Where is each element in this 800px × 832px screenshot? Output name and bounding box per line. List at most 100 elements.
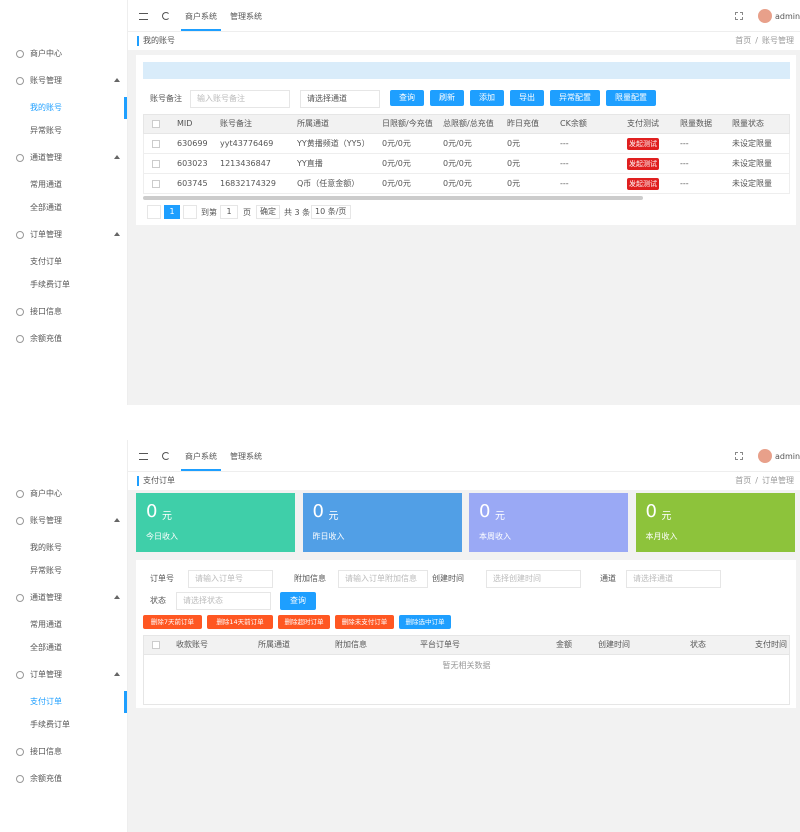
page-prev <box>147 205 161 219</box>
table-empty-row <box>143 655 790 705</box>
menu-item[interactable]: 商户中心 <box>30 489 62 498</box>
menu-item[interactable]: 订单管理 <box>30 230 62 239</box>
submenu-item[interactable]: 常用通道 <box>30 180 62 189</box>
checkbox[interactable] <box>152 140 160 148</box>
page-title: 我的账号 <box>143 36 175 45</box>
cell: 1213436847 <box>220 159 271 168</box>
submenu-item[interactable]: 手续费订单 <box>30 720 70 729</box>
page-input[interactable]: 1 <box>220 205 238 219</box>
menu-item[interactable]: 账号管理 <box>30 516 62 525</box>
cell: 所属通道 <box>297 119 329 128</box>
cell: YY直播 <box>297 159 323 168</box>
user-name[interactable]: admin <box>775 12 800 21</box>
stat-label: 今日收入 <box>146 532 178 541</box>
action-button[interactable]: 异常配置 <box>550 90 600 106</box>
page-size[interactable]: 10 条/页 <box>311 205 351 219</box>
menu-item[interactable]: 商户中心 <box>30 49 62 58</box>
top-tab[interactable]: 商户系统 <box>185 452 217 461</box>
menu-item[interactable]: 订单管理 <box>30 670 62 679</box>
menu-icon <box>16 594 24 602</box>
action-button[interactable]: 限量配置 <box>606 90 656 106</box>
filter-input: 输入账号备注 <box>190 90 290 108</box>
filter-input[interactable]: 请输入订单附加信息 <box>338 570 428 588</box>
submenu-item[interactable]: 异常账号 <box>30 566 62 575</box>
delete-button[interactable]: 删除7天前订单 <box>143 615 202 629</box>
menu-item[interactable]: 通道管理 <box>30 153 62 162</box>
cell: 0元/0元 <box>443 159 472 168</box>
menu-item[interactable]: 余额充值 <box>30 774 62 783</box>
page-current[interactable]: 1 <box>164 205 180 219</box>
stat-label: 昨日收入 <box>312 532 345 541</box>
cell: 限量状态 <box>732 119 764 128</box>
test-button[interactable]: 发起测试 <box>627 178 659 190</box>
cell: MID <box>177 119 193 128</box>
menu-toggle <box>139 453 148 460</box>
filter-input[interactable]: 请输入订单号 <box>188 570 273 588</box>
breadcrumb-bar <box>128 32 800 50</box>
cell: 0元/0元 <box>382 139 411 148</box>
cell: 603745 <box>177 179 208 188</box>
cell: 创建时间 <box>598 640 630 649</box>
filter-input[interactable]: 请选择状态 <box>176 592 271 610</box>
top-tab[interactable]: 管理系统 <box>230 452 262 461</box>
cell: CK余额 <box>560 119 587 128</box>
stat-card: 0 元本月收入 <box>635 493 795 552</box>
submenu-item[interactable]: 手续费订单 <box>30 280 70 289</box>
active-bar <box>124 97 127 119</box>
stat-card: 0 元本周收入 <box>469 493 628 552</box>
submenu-item[interactable]: 全部通道 <box>30 203 62 212</box>
filter-label: 创建时间 <box>432 574 464 583</box>
delete-button[interactable]: 删除超时订单 <box>278 615 330 629</box>
checkbox[interactable] <box>152 641 160 649</box>
top-tab[interactable]: 商户系统 <box>185 12 217 21</box>
caret <box>114 78 120 82</box>
submenu-item[interactable]: 支付订单 <box>30 697 62 706</box>
sidebar <box>0 440 128 832</box>
stat-card: 0 元昨日收入 <box>302 493 462 552</box>
query-button[interactable]: 查询 <box>280 592 316 610</box>
crumb: 账号管理 <box>762 36 794 45</box>
avatar <box>758 449 772 463</box>
table-row <box>143 134 790 154</box>
submenu-item[interactable]: 全部通道 <box>30 643 62 652</box>
stat-value: 0 <box>645 501 657 522</box>
menu-item[interactable]: 接口信息 <box>30 747 62 756</box>
menu-item[interactable]: 账号管理 <box>30 76 62 85</box>
submenu-item[interactable]: 我的账号 <box>30 103 62 112</box>
filter-input[interactable]: 选择创建时间 <box>486 570 581 588</box>
menu-item[interactable]: 通道管理 <box>30 593 62 602</box>
action-button[interactable]: 刷新 <box>430 90 464 106</box>
checkbox[interactable] <box>152 160 160 168</box>
cell: 0元/0元 <box>382 179 411 188</box>
stat-unit: 元 <box>328 511 339 522</box>
submenu-item[interactable]: 我的账号 <box>30 543 62 552</box>
user-name[interactable]: admin <box>775 452 800 461</box>
checkbox[interactable] <box>152 180 160 188</box>
caret <box>114 518 120 522</box>
submenu-item[interactable]: 支付订单 <box>30 257 62 266</box>
action-button[interactable]: 导出 <box>510 90 544 106</box>
delete-button[interactable]: 删除14天前订单 <box>207 615 273 629</box>
submenu-item[interactable]: 异常账号 <box>30 126 62 135</box>
delete-button[interactable]: 删除未支付订单 <box>335 615 394 629</box>
stat-value: 0 <box>479 501 491 522</box>
submenu-item[interactable]: 常用通道 <box>30 620 62 629</box>
menu-icon <box>16 748 24 756</box>
menu-item[interactable]: 余额充值 <box>30 334 62 343</box>
crumb: 首页 <box>735 36 752 45</box>
checkbox[interactable] <box>152 120 160 128</box>
page-confirm[interactable]: 确定 <box>256 205 280 219</box>
action-button[interactable]: 查询 <box>390 90 424 106</box>
top-tab[interactable]: 管理系统 <box>230 12 262 21</box>
topbar <box>128 440 800 472</box>
test-button[interactable]: 发起测试 <box>627 158 659 170</box>
filter-input[interactable]: 请选择通道 <box>626 570 721 588</box>
menu-item[interactable]: 接口信息 <box>30 307 62 316</box>
menu-icon <box>16 77 24 85</box>
filter-label: 账号备注 <box>150 94 182 103</box>
delete-button[interactable]: 删除选中订单 <box>399 615 451 629</box>
action-button[interactable]: 添加 <box>470 90 504 106</box>
page-goto: 到第 <box>201 208 217 217</box>
test-button[interactable]: 发起测试 <box>627 138 659 150</box>
